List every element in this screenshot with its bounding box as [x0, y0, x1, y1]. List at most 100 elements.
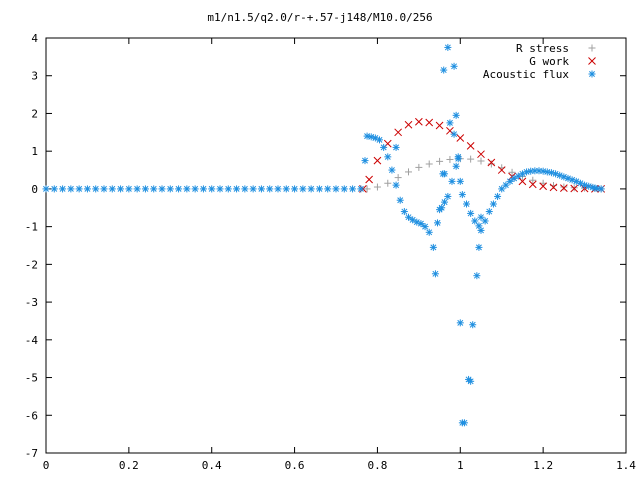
data-point — [435, 121, 444, 130]
y-tick-label: -5 — [25, 372, 38, 385]
data-point — [141, 185, 149, 193]
data-point — [506, 177, 514, 185]
legend-marker — [588, 70, 596, 78]
legend-label: R stress — [516, 42, 569, 55]
data-point — [485, 208, 493, 216]
y-tick-label: 2 — [31, 107, 38, 120]
data-point — [448, 177, 456, 185]
series-2 — [42, 43, 605, 427]
data-point — [158, 185, 166, 193]
axis-tick-labels: 0 0.2 0.4 0.6 0.8 1 1.2 1.4 4 3 2 1 0 -1 -2 -3 -4 -5 -6 -7 — [25, 32, 637, 472]
data-point — [518, 177, 527, 186]
data-point — [446, 119, 454, 127]
data-point — [183, 185, 191, 193]
data-point — [291, 185, 299, 193]
data-point — [487, 160, 495, 168]
data-point — [489, 200, 497, 208]
data-point — [199, 185, 207, 193]
y-tick-label: -2 — [25, 258, 38, 271]
data-point — [444, 43, 452, 51]
data-point — [150, 185, 158, 193]
data-point — [456, 134, 465, 142]
data-point — [467, 377, 475, 385]
data-point — [456, 319, 464, 327]
data-point — [166, 185, 174, 193]
y-tick-label: -1 — [25, 221, 38, 234]
data-point — [460, 419, 468, 427]
legend-marker — [588, 57, 596, 65]
data-point — [299, 185, 307, 193]
data-point — [508, 168, 516, 176]
y-tick-label: -4 — [25, 334, 39, 347]
x-tick-label: 1.4 — [616, 459, 636, 472]
data-point — [436, 157, 444, 165]
legend-label: G work — [529, 55, 569, 68]
data-point — [108, 185, 116, 193]
x-tick-label: 0.2 — [119, 459, 139, 472]
data-point — [497, 166, 506, 174]
data-point — [400, 208, 408, 216]
data-point — [467, 209, 475, 217]
data-point — [425, 228, 433, 236]
axis-ticks — [45, 37, 627, 454]
series-1 — [359, 117, 605, 193]
data-point — [425, 118, 434, 127]
data-point — [365, 175, 373, 184]
data-point — [67, 185, 75, 193]
data-point — [117, 185, 125, 193]
data-point — [440, 66, 448, 74]
data-point — [396, 196, 404, 204]
data-point — [376, 136, 383, 144]
data-point — [384, 153, 392, 161]
data-point — [257, 185, 265, 193]
data-point — [454, 155, 462, 163]
data-point — [549, 183, 558, 192]
y-tick-label: -6 — [25, 409, 38, 422]
data-point — [429, 243, 437, 251]
data-point — [125, 185, 133, 193]
data-point — [405, 213, 412, 221]
data-point — [224, 185, 232, 193]
data-point — [349, 185, 357, 193]
data-point — [425, 160, 433, 168]
data-point — [452, 111, 460, 119]
data-point — [471, 217, 479, 225]
data-point — [233, 185, 241, 193]
data-point — [363, 185, 371, 193]
y-tick-label: 1 — [31, 145, 38, 158]
data-point — [405, 168, 412, 176]
data-point — [373, 183, 381, 191]
data-point — [494, 192, 502, 200]
x-tick-label: 0 — [43, 459, 50, 472]
y-tick-label: -3 — [25, 296, 38, 309]
data-point — [570, 184, 579, 193]
series-layer — [42, 43, 605, 427]
data-point — [42, 185, 50, 193]
x-tick-label: 1 — [457, 459, 464, 472]
data-point — [463, 200, 470, 208]
data-point — [466, 142, 475, 150]
data-point — [249, 185, 257, 193]
data-point — [450, 130, 458, 138]
data-point — [394, 174, 402, 182]
data-point — [307, 185, 315, 193]
data-point — [441, 198, 449, 206]
data-point — [373, 156, 382, 165]
y-tick-label: 4 — [31, 32, 38, 45]
data-point — [191, 185, 199, 193]
chart-title: m1/n1.5/q2.0/r-+.57-j148/M10.0/256 — [207, 11, 432, 24]
data-point — [434, 219, 441, 227]
data-point — [392, 143, 400, 151]
data-point — [570, 184, 578, 192]
data-point — [498, 185, 506, 193]
data-point — [444, 192, 452, 200]
data-point — [502, 181, 510, 189]
x-tick-label: 0.8 — [367, 459, 387, 472]
data-point — [282, 185, 290, 193]
data-point — [208, 185, 216, 193]
data-point — [417, 220, 425, 228]
data-point — [315, 185, 323, 193]
data-point — [597, 185, 605, 193]
